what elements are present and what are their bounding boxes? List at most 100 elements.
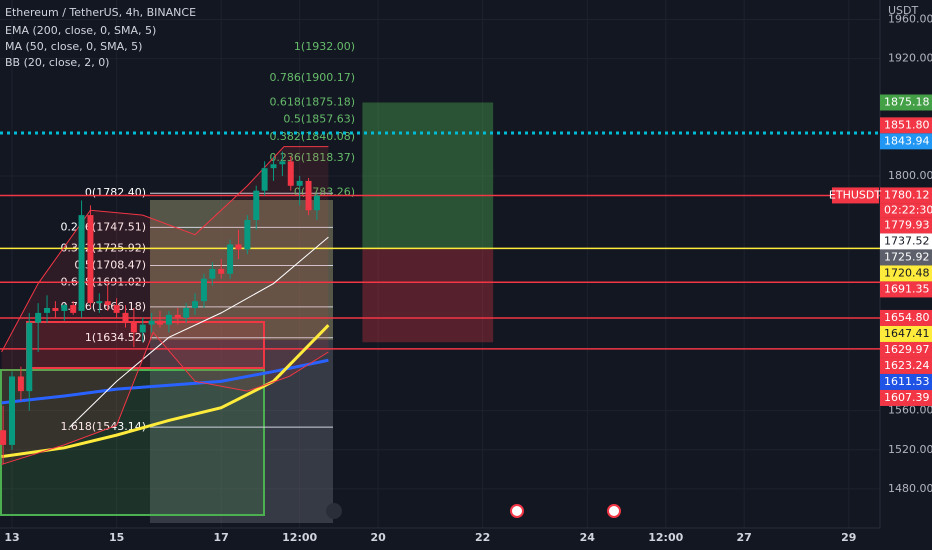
- fib-label: 0(1782.40): [85, 186, 146, 199]
- price-tag-label: 1691.35: [884, 282, 930, 295]
- candle-body: [52, 308, 59, 311]
- price-tag-bg: [880, 341, 932, 358]
- candle-body: [313, 195, 320, 211]
- price-tag-label: 1623.24: [884, 359, 930, 372]
- green-box: [0, 369, 265, 516]
- price-tag: 1691.35: [880, 281, 932, 298]
- candle-body: [227, 244, 234, 274]
- fib-zone: [150, 200, 333, 523]
- lightning-icon: [326, 503, 342, 519]
- price-tag-bg: [880, 373, 932, 390]
- candle-body: [44, 308, 51, 313]
- x-tick-label: 13: [4, 531, 19, 544]
- position-profit: [362, 102, 494, 249]
- legend: Ethereum / TetherUS, 4h, BINANCE EMA (20…: [5, 6, 196, 69]
- indicator-line: [69, 236, 329, 428]
- fib-label: 1.618(1543.14): [60, 420, 146, 433]
- legend-ma: MA (50, close, 0, SMA, 5): [5, 40, 142, 53]
- candle-body: [26, 322, 33, 392]
- countdown-bg: [880, 203, 932, 218]
- candle-body: [113, 305, 120, 313]
- price-tag: 1843.94: [880, 133, 932, 150]
- x-tick-label: 15: [109, 531, 124, 544]
- legend-title: Ethereum / TetherUS, 4h, BINANCE: [5, 6, 196, 19]
- indicator-line: [1, 331, 329, 465]
- y-tick-label: 1560.00: [888, 404, 932, 417]
- price-tag-bg: [880, 281, 932, 298]
- price-tag-bg: [880, 357, 932, 374]
- candle-body: [209, 268, 216, 279]
- price-tag: 1875.18: [880, 94, 932, 111]
- price-tag-bg: [880, 325, 932, 342]
- fib-label: 1(1634.52): [85, 331, 146, 344]
- price-tag: 1779.93: [880, 217, 932, 234]
- price-tag-bg: [880, 233, 932, 250]
- price-tag: 1629.97: [880, 341, 932, 358]
- price-tag-bg: [880, 217, 932, 234]
- price-tag-label: 1737.52: [884, 234, 930, 247]
- candle-body: [279, 161, 286, 165]
- candle-body: [148, 320, 155, 325]
- price-tag: 1725.92: [880, 249, 932, 266]
- x-tick-label: 24: [580, 531, 596, 544]
- grid: [0, 0, 880, 528]
- candle-body: [218, 268, 225, 274]
- candle-body: [9, 376, 15, 445]
- candle-body: [165, 314, 172, 325]
- x-tick-label: 22: [475, 531, 490, 544]
- price-tag: 1647.41: [880, 325, 932, 342]
- price-tag-bg: [880, 94, 932, 111]
- candle-body: [35, 312, 42, 323]
- price-tag-bg: [880, 187, 932, 204]
- currency-label: USDT: [888, 4, 919, 17]
- indicator-line: [1, 146, 329, 353]
- candle-body: [192, 301, 199, 308]
- candle-body: [130, 322, 137, 333]
- candle-body: [0, 430, 7, 445]
- candle-body: [261, 168, 268, 191]
- price-tag-label: 1851.80: [884, 118, 930, 131]
- price-tag: 1611.53: [880, 373, 932, 390]
- event-flag-inner: [512, 506, 522, 516]
- fib-label: 1(1932.00): [294, 40, 355, 53]
- price-tag-bg: [880, 249, 932, 266]
- candle-body: [296, 180, 303, 186]
- price-tag-label: 1629.97: [884, 343, 930, 356]
- price-tag-label: 1607.39: [884, 391, 930, 404]
- x-tick-label: 20: [370, 531, 386, 544]
- price-tag: 1654.80: [880, 309, 932, 326]
- candle-body: [104, 301, 111, 306]
- event-icons: [326, 503, 621, 519]
- price-tag: 1737.52: [880, 233, 932, 250]
- y-tick-label: 1520.00: [888, 443, 932, 456]
- candle-body: [70, 305, 77, 313]
- x-tick-label: 17: [214, 531, 229, 544]
- x-tick-label: 12:00: [648, 531, 683, 544]
- price-tag-label: 1647.41: [884, 327, 930, 340]
- price-tag-bg: [880, 265, 932, 282]
- price-tag-bg: [880, 389, 932, 406]
- y-tick-label: 1920.00: [888, 52, 932, 65]
- y-tick-label: 1960.00: [888, 13, 932, 26]
- candle-body: [200, 278, 207, 302]
- x-tick-label: 29: [841, 531, 856, 544]
- price-tag: 1623.24: [880, 357, 932, 374]
- event-flag-inner: [609, 506, 619, 516]
- candle-body: [122, 312, 129, 323]
- x-tick-label: 12:00: [282, 531, 317, 544]
- price-tag-label: 1725.92: [884, 250, 930, 263]
- candle-body: [17, 376, 24, 392]
- fib-label: 0.786(1900.17): [269, 71, 355, 84]
- legend-ema: EMA (200, close, 0, SMA, 5): [5, 24, 156, 37]
- price-tag-label: 1779.93: [884, 218, 930, 231]
- candle-body: [78, 215, 85, 311]
- x-tick-label: 27: [737, 531, 752, 544]
- price-tag-bg: [880, 117, 932, 134]
- price-tag-bg: [880, 309, 932, 326]
- candle-body: [96, 301, 103, 304]
- legend-bb: BB (20, close, 2, 0): [5, 56, 109, 69]
- candle-body: [270, 164, 277, 169]
- candle-body: [174, 314, 181, 318]
